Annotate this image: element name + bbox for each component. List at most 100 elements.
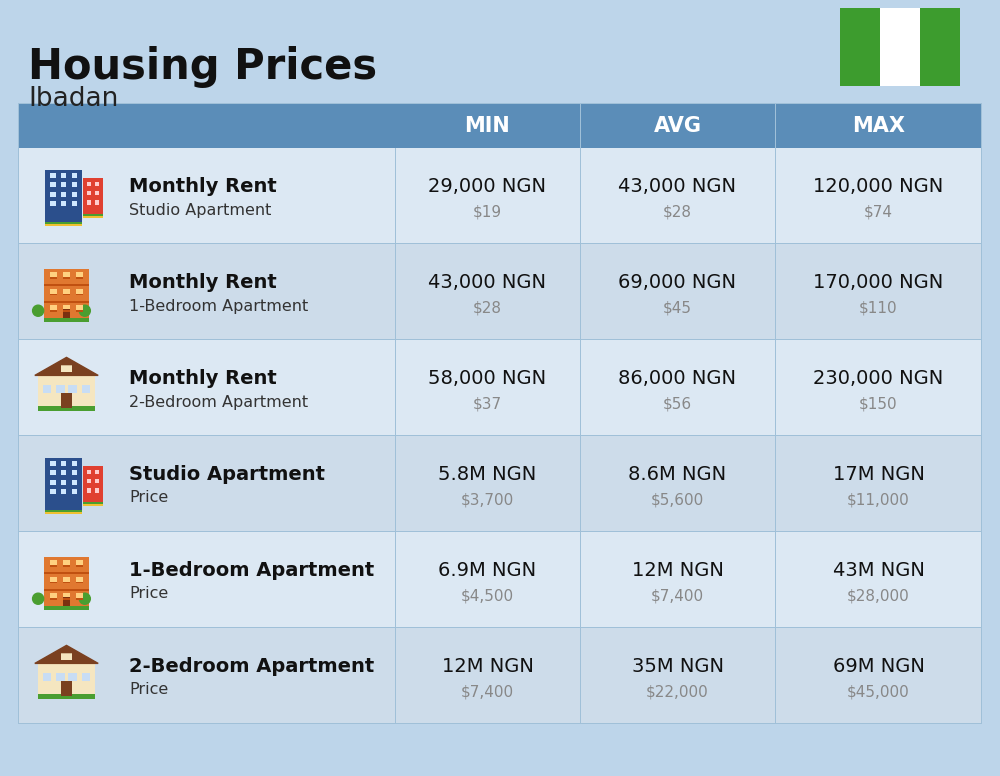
FancyBboxPatch shape <box>580 436 581 532</box>
Text: Housing Prices: Housing Prices <box>28 46 377 88</box>
FancyBboxPatch shape <box>63 310 70 311</box>
FancyBboxPatch shape <box>580 104 581 148</box>
FancyBboxPatch shape <box>63 560 70 567</box>
Text: Studio Apartment: Studio Apartment <box>129 203 271 217</box>
FancyBboxPatch shape <box>50 201 56 206</box>
FancyBboxPatch shape <box>76 593 83 600</box>
FancyBboxPatch shape <box>83 178 103 214</box>
FancyBboxPatch shape <box>395 148 396 244</box>
Text: $150: $150 <box>859 397 898 411</box>
FancyBboxPatch shape <box>50 489 56 494</box>
Text: Ibadan: Ibadan <box>28 86 118 112</box>
FancyBboxPatch shape <box>50 582 57 584</box>
FancyBboxPatch shape <box>50 566 57 567</box>
FancyBboxPatch shape <box>580 340 581 436</box>
Circle shape <box>79 593 90 605</box>
FancyBboxPatch shape <box>395 244 396 340</box>
Polygon shape <box>61 647 72 653</box>
Text: $28,000: $28,000 <box>847 588 910 604</box>
Text: 69M NGN: 69M NGN <box>833 656 924 675</box>
FancyBboxPatch shape <box>61 489 66 494</box>
FancyBboxPatch shape <box>56 385 65 393</box>
FancyBboxPatch shape <box>63 294 70 295</box>
FancyBboxPatch shape <box>18 340 982 436</box>
FancyBboxPatch shape <box>95 488 99 493</box>
FancyBboxPatch shape <box>920 8 960 86</box>
FancyBboxPatch shape <box>45 223 82 226</box>
FancyBboxPatch shape <box>61 681 72 696</box>
FancyBboxPatch shape <box>63 278 70 279</box>
FancyBboxPatch shape <box>72 470 77 476</box>
FancyBboxPatch shape <box>775 244 776 340</box>
FancyBboxPatch shape <box>44 606 89 609</box>
FancyBboxPatch shape <box>50 310 57 311</box>
FancyBboxPatch shape <box>87 488 91 493</box>
Text: 12M NGN: 12M NGN <box>442 656 533 675</box>
FancyBboxPatch shape <box>83 216 103 217</box>
FancyBboxPatch shape <box>395 532 396 628</box>
FancyBboxPatch shape <box>72 461 77 466</box>
Text: 8.6M NGN: 8.6M NGN <box>628 465 727 483</box>
Text: 230,000 NGN: 230,000 NGN <box>813 369 944 387</box>
FancyBboxPatch shape <box>63 272 70 279</box>
Text: $28: $28 <box>663 205 692 220</box>
FancyBboxPatch shape <box>76 294 83 295</box>
FancyBboxPatch shape <box>76 598 83 600</box>
FancyBboxPatch shape <box>63 566 70 567</box>
FancyBboxPatch shape <box>61 201 66 206</box>
FancyBboxPatch shape <box>44 284 89 286</box>
FancyBboxPatch shape <box>95 191 99 196</box>
FancyBboxPatch shape <box>18 532 982 628</box>
Text: 2-Bedroom Apartment: 2-Bedroom Apartment <box>129 394 308 410</box>
Text: 2-Bedroom Apartment: 2-Bedroom Apartment <box>129 656 374 675</box>
FancyBboxPatch shape <box>50 470 56 476</box>
Text: AVG: AVG <box>654 116 702 136</box>
Text: $7,400: $7,400 <box>461 684 514 699</box>
FancyBboxPatch shape <box>76 566 83 567</box>
FancyBboxPatch shape <box>50 278 57 279</box>
Text: Price: Price <box>129 490 168 505</box>
FancyBboxPatch shape <box>72 173 77 178</box>
FancyBboxPatch shape <box>82 673 90 681</box>
FancyBboxPatch shape <box>18 103 982 104</box>
Text: 69,000 NGN: 69,000 NGN <box>618 272 736 292</box>
FancyBboxPatch shape <box>38 663 95 696</box>
FancyBboxPatch shape <box>395 340 396 436</box>
Text: Monthly Rent: Monthly Rent <box>129 176 277 196</box>
FancyBboxPatch shape <box>61 182 66 187</box>
Polygon shape <box>61 359 72 365</box>
FancyBboxPatch shape <box>76 278 83 279</box>
FancyBboxPatch shape <box>72 201 77 206</box>
Text: 35M NGN: 35M NGN <box>632 656 724 675</box>
Text: 29,000 NGN: 29,000 NGN <box>428 176 546 196</box>
FancyBboxPatch shape <box>50 182 56 187</box>
Text: 43M NGN: 43M NGN <box>833 560 924 580</box>
FancyBboxPatch shape <box>50 272 57 279</box>
Text: $3,700: $3,700 <box>461 493 514 508</box>
FancyBboxPatch shape <box>395 628 396 724</box>
FancyBboxPatch shape <box>63 305 70 311</box>
Circle shape <box>79 305 90 317</box>
FancyBboxPatch shape <box>45 170 82 222</box>
FancyBboxPatch shape <box>45 458 82 510</box>
Text: $19: $19 <box>473 205 502 220</box>
FancyBboxPatch shape <box>61 393 72 408</box>
Text: 86,000 NGN: 86,000 NGN <box>618 369 736 387</box>
FancyBboxPatch shape <box>63 593 70 600</box>
FancyBboxPatch shape <box>580 244 581 340</box>
Text: $11,000: $11,000 <box>847 493 910 508</box>
FancyBboxPatch shape <box>50 289 57 295</box>
FancyBboxPatch shape <box>72 480 77 485</box>
FancyBboxPatch shape <box>18 104 982 148</box>
FancyBboxPatch shape <box>50 598 57 600</box>
Text: 6.9M NGN: 6.9M NGN <box>438 560 537 580</box>
FancyBboxPatch shape <box>83 214 103 217</box>
Text: 120,000 NGN: 120,000 NGN <box>813 176 944 196</box>
FancyBboxPatch shape <box>83 502 103 506</box>
FancyBboxPatch shape <box>18 531 982 532</box>
FancyBboxPatch shape <box>38 376 95 408</box>
FancyBboxPatch shape <box>44 557 89 606</box>
FancyBboxPatch shape <box>50 192 56 197</box>
FancyBboxPatch shape <box>50 461 56 466</box>
FancyBboxPatch shape <box>50 294 57 295</box>
